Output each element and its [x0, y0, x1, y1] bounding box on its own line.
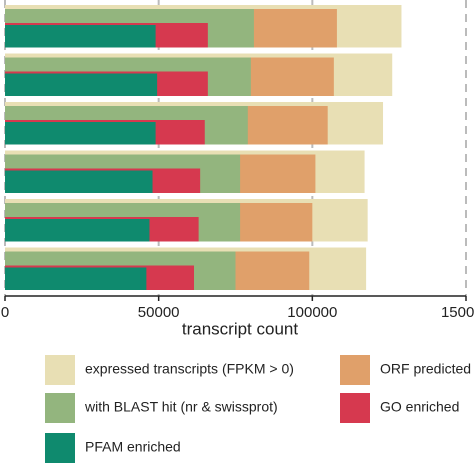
x-tick-label: 150000 [441, 304, 474, 321]
legend-swatch [45, 393, 75, 423]
bar [5, 122, 156, 145]
bar [5, 219, 150, 242]
bar [5, 267, 147, 290]
legend-label: PFAM enriched [85, 439, 181, 455]
legend-swatch [340, 355, 370, 385]
legend-label: GO enriched [380, 399, 459, 415]
x-axis-label: transcript count [182, 319, 298, 338]
legend-label: with BLAST hit (nr & swissprot) [84, 399, 278, 415]
legend-swatch [45, 433, 75, 463]
x-tick-label: 0 [1, 304, 9, 321]
legend-label: expressed transcripts (FPKM > 0) [85, 361, 294, 377]
bar [5, 25, 156, 48]
x-tick-label: 100000 [287, 304, 337, 321]
legend-swatch [45, 355, 75, 385]
bar [5, 73, 158, 96]
x-tick-label: 50000 [138, 304, 180, 321]
legend-label: ORF predicted [380, 361, 471, 377]
bar [5, 170, 153, 193]
legend-swatch [340, 393, 370, 423]
